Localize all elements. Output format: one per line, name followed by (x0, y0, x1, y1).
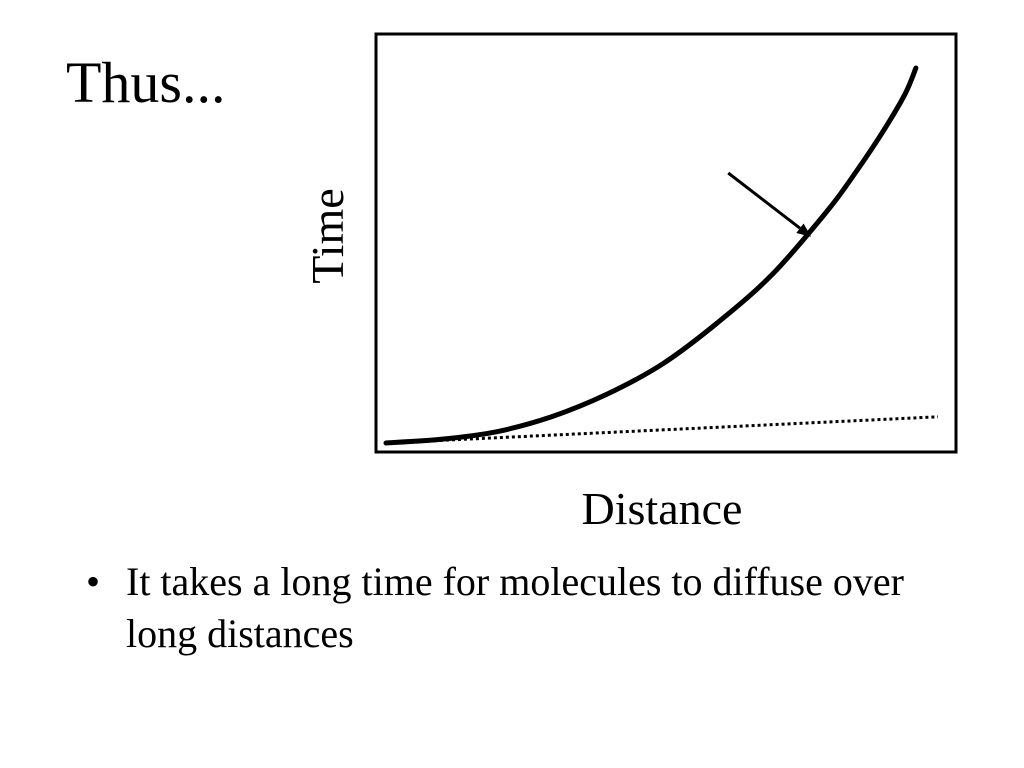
slide-title: Thus... (66, 50, 226, 115)
bullet-text: It takes a long time for molecules to di… (126, 559, 904, 656)
x-axis-label: Distance (581, 483, 743, 534)
annotation-arrow-shaft (727, 171, 801, 230)
series-line-solid (383, 65, 919, 446)
bullet-list: • It takes a long time for molecules to … (86, 556, 966, 660)
annotation-arrow-head (796, 223, 812, 237)
series-layer (383, 65, 939, 446)
plot-frame (374, 32, 958, 454)
annotation-layer (727, 171, 812, 237)
series-line-dotted (385, 415, 939, 445)
bullet-item: • It takes a long time for molecules to … (86, 556, 966, 660)
bullet-marker: • (86, 559, 101, 604)
y-axis-label: Time (302, 188, 353, 284)
